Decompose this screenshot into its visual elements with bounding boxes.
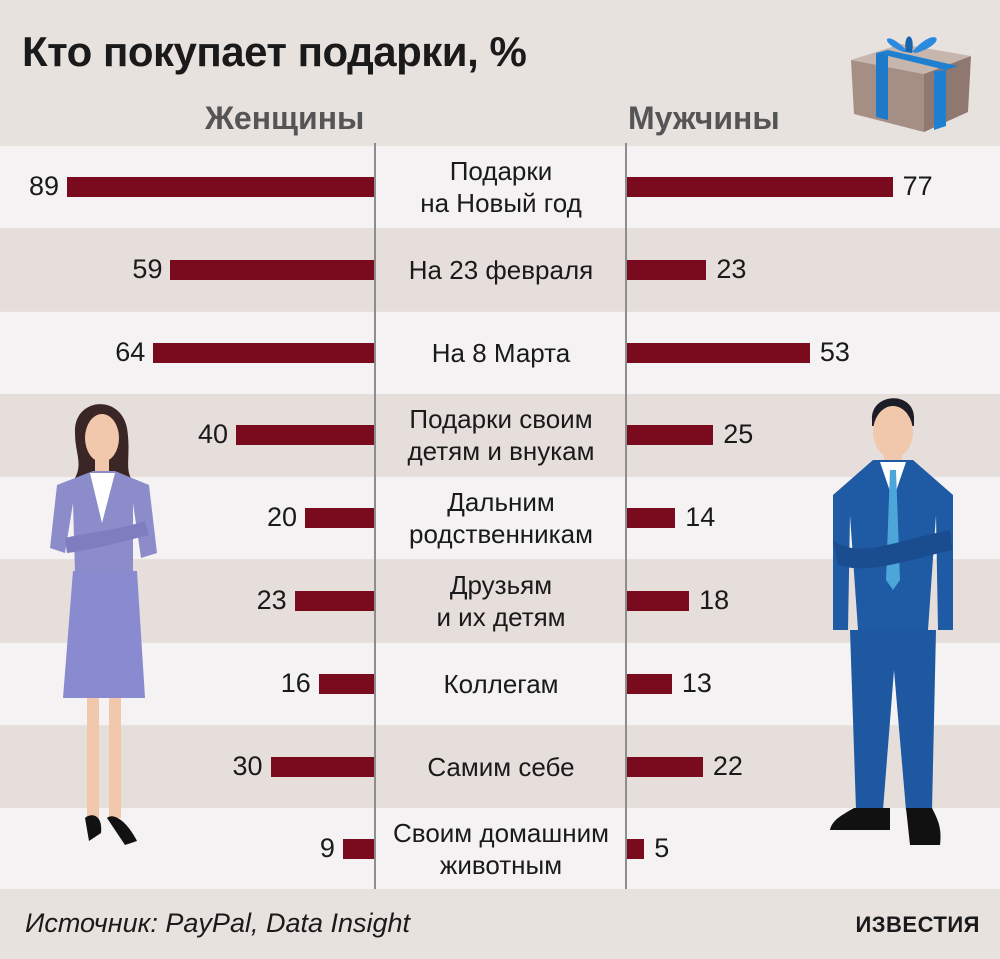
men-value-label: 14 xyxy=(685,502,716,532)
women-value-label: 16 xyxy=(280,668,311,698)
men-bar xyxy=(627,757,703,777)
chart-row: Коллегам 16 13 xyxy=(0,643,1000,725)
chart-row: Подарки своим детям и внукам 40 25 xyxy=(0,394,1000,476)
men-header: Мужчины xyxy=(628,100,780,136)
category-label: Подарки своим детям и внукам xyxy=(407,404,595,466)
woman-figure-icon xyxy=(50,404,157,845)
men-bar xyxy=(627,839,645,859)
men-value-label: 5 xyxy=(654,833,670,863)
women-bar xyxy=(67,177,374,197)
men-bar xyxy=(627,425,714,445)
category-label: Коллегам xyxy=(443,669,559,699)
footer xyxy=(0,889,1000,959)
women-bar xyxy=(270,757,374,777)
chart-row: Самим себе 30 22 xyxy=(0,726,1000,808)
women-value-label: 64 xyxy=(115,337,146,367)
category-label: Своим домашним животным xyxy=(393,818,609,880)
men-value-label: 23 xyxy=(716,254,747,284)
gift-box-icon xyxy=(851,36,971,132)
category-label: Подарки на Новый год xyxy=(420,156,582,218)
category-label: Дальним родственникам xyxy=(409,487,593,549)
chart-row: Подарки на Новый год 89 77 xyxy=(0,146,1000,228)
women-value-label: 59 xyxy=(132,254,163,284)
men-bar xyxy=(627,177,893,197)
men-value-label: 25 xyxy=(723,419,754,449)
source-note: Источник: PayPal, Data Insight xyxy=(25,908,411,938)
category-label: Друзьям и их детям xyxy=(436,570,566,632)
men-bar xyxy=(627,674,672,694)
women-bar xyxy=(170,260,374,280)
women-value-label: 9 xyxy=(319,833,335,863)
men-value-label: 18 xyxy=(699,585,730,615)
women-bar xyxy=(305,508,374,528)
right-divider xyxy=(625,143,627,889)
men-bar xyxy=(627,260,707,280)
category-label: На 23 февраля xyxy=(408,255,594,285)
women-value-label: 30 xyxy=(232,751,263,781)
men-value-label: 53 xyxy=(819,337,850,367)
page-title: Кто покупает подарки, % xyxy=(22,28,527,75)
women-value-label: 20 xyxy=(266,502,297,532)
women-value-label: 89 xyxy=(28,171,59,201)
women-bar xyxy=(236,425,374,445)
category-label: На 8 Марта xyxy=(431,338,571,368)
women-value-label: 23 xyxy=(256,585,287,615)
brand-logo: ИЗВЕСТИЯ xyxy=(855,912,980,937)
men-bar xyxy=(627,343,810,363)
women-value-label: 40 xyxy=(197,419,229,449)
men-value-label: 77 xyxy=(902,171,933,201)
women-bar xyxy=(153,343,374,363)
chart-row: На 8 Марта 64 53 xyxy=(0,312,1000,394)
men-bar xyxy=(627,508,676,528)
men-bar xyxy=(627,591,690,611)
category-label: Самим себе xyxy=(427,752,575,782)
man-figure-icon xyxy=(830,398,953,845)
women-header: Женщины xyxy=(205,100,365,136)
chart-row: Своим домашним животным 9 5 xyxy=(0,808,1000,890)
men-value-label: 22 xyxy=(712,751,743,781)
women-bar xyxy=(294,591,374,611)
men-value-label: 13 xyxy=(681,668,712,698)
left-divider xyxy=(374,143,376,889)
women-bar xyxy=(342,839,374,859)
women-bar xyxy=(318,674,374,694)
chart-row: На 23 февраля 59 23 xyxy=(0,229,1000,311)
